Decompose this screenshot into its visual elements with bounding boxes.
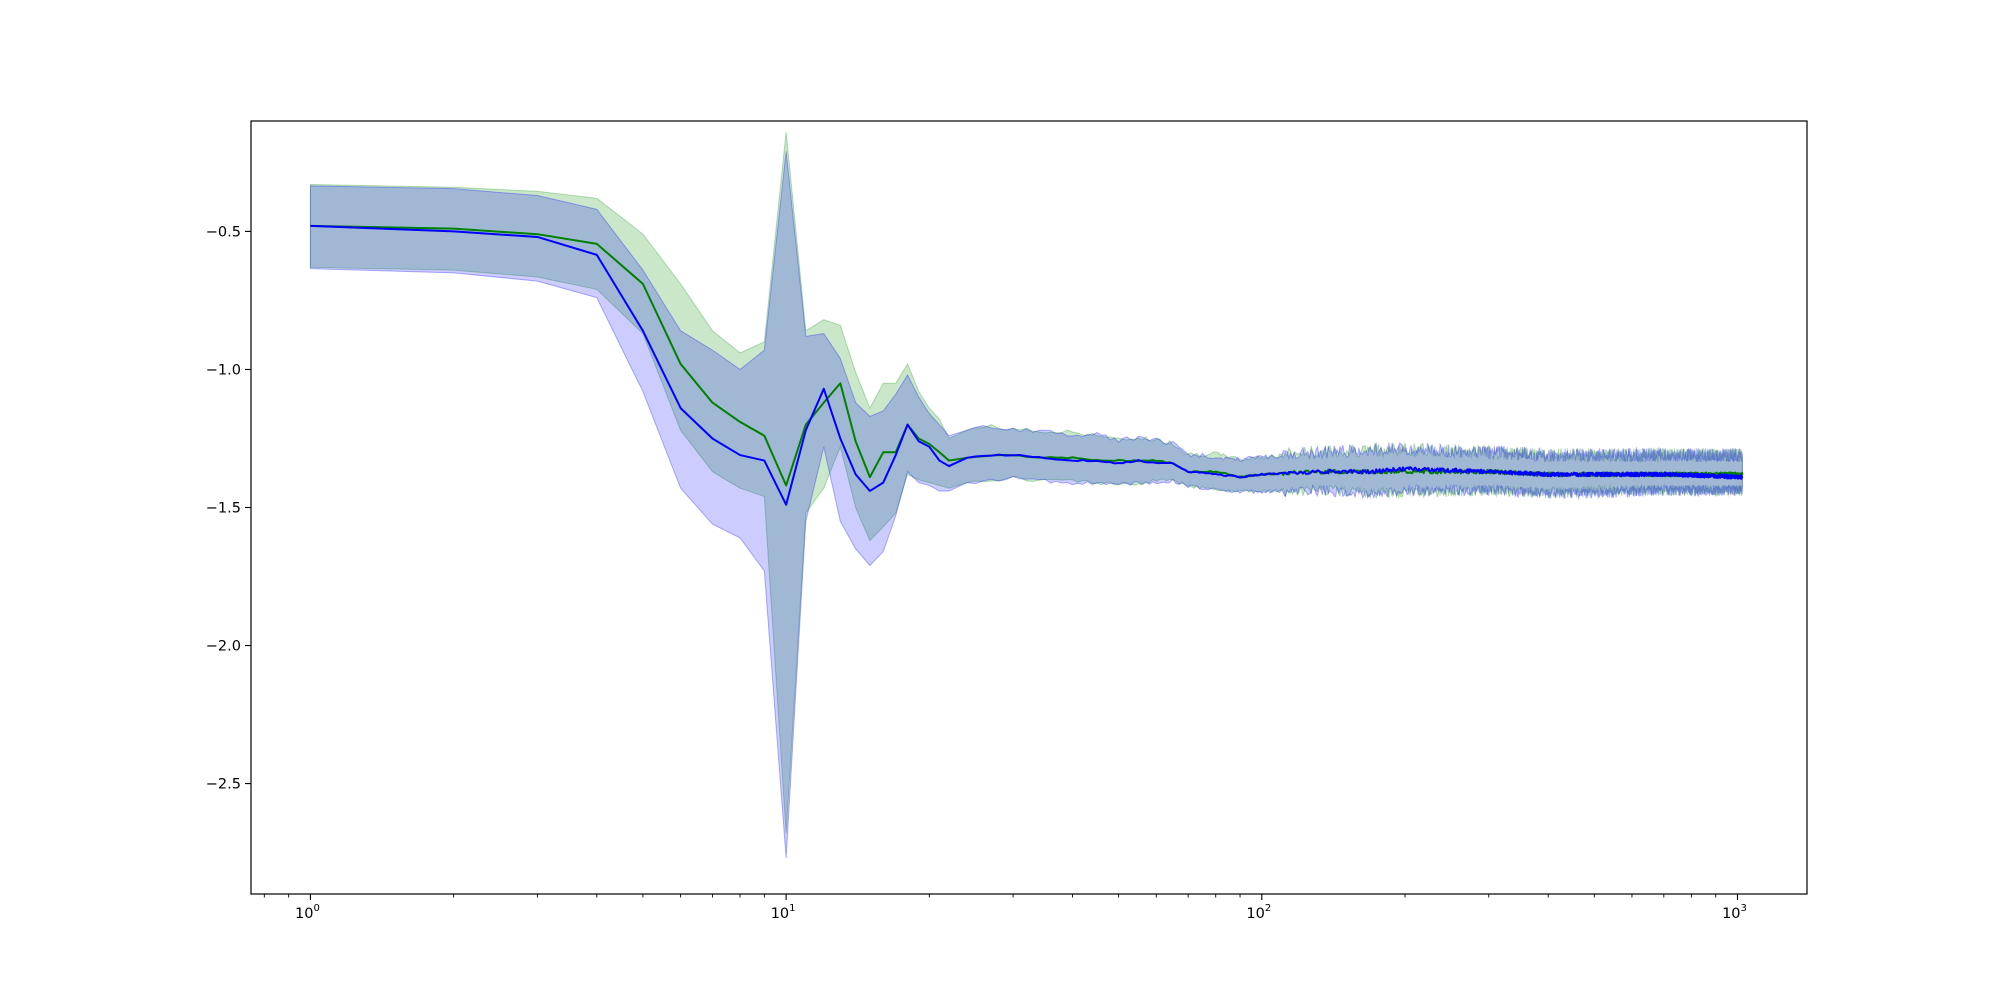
x-tick-label: 100 <box>295 903 320 922</box>
x-axis: 100 101 102 103 <box>263 894 1747 922</box>
x-tick-label: 101 <box>771 903 796 922</box>
y-tick-label: −1.0 <box>206 362 241 378</box>
y-tick-label: −0.5 <box>206 224 241 240</box>
x-tick-label: 103 <box>1722 903 1747 922</box>
series-2-confidence-band <box>309 151 1743 859</box>
y-tick-label: −2.0 <box>206 639 241 655</box>
series-1-confidence-band <box>309 131 1743 834</box>
y-tick-label: −2.5 <box>206 777 241 793</box>
plot-area <box>309 131 1744 859</box>
x-tick-label: 102 <box>1246 903 1271 922</box>
y-tick-label: −1.5 <box>206 501 241 517</box>
y-axis: −0.5 −1.0 −1.5 −2.0 −2.5 <box>206 224 251 793</box>
series-2-mean-line <box>310 224 1744 506</box>
